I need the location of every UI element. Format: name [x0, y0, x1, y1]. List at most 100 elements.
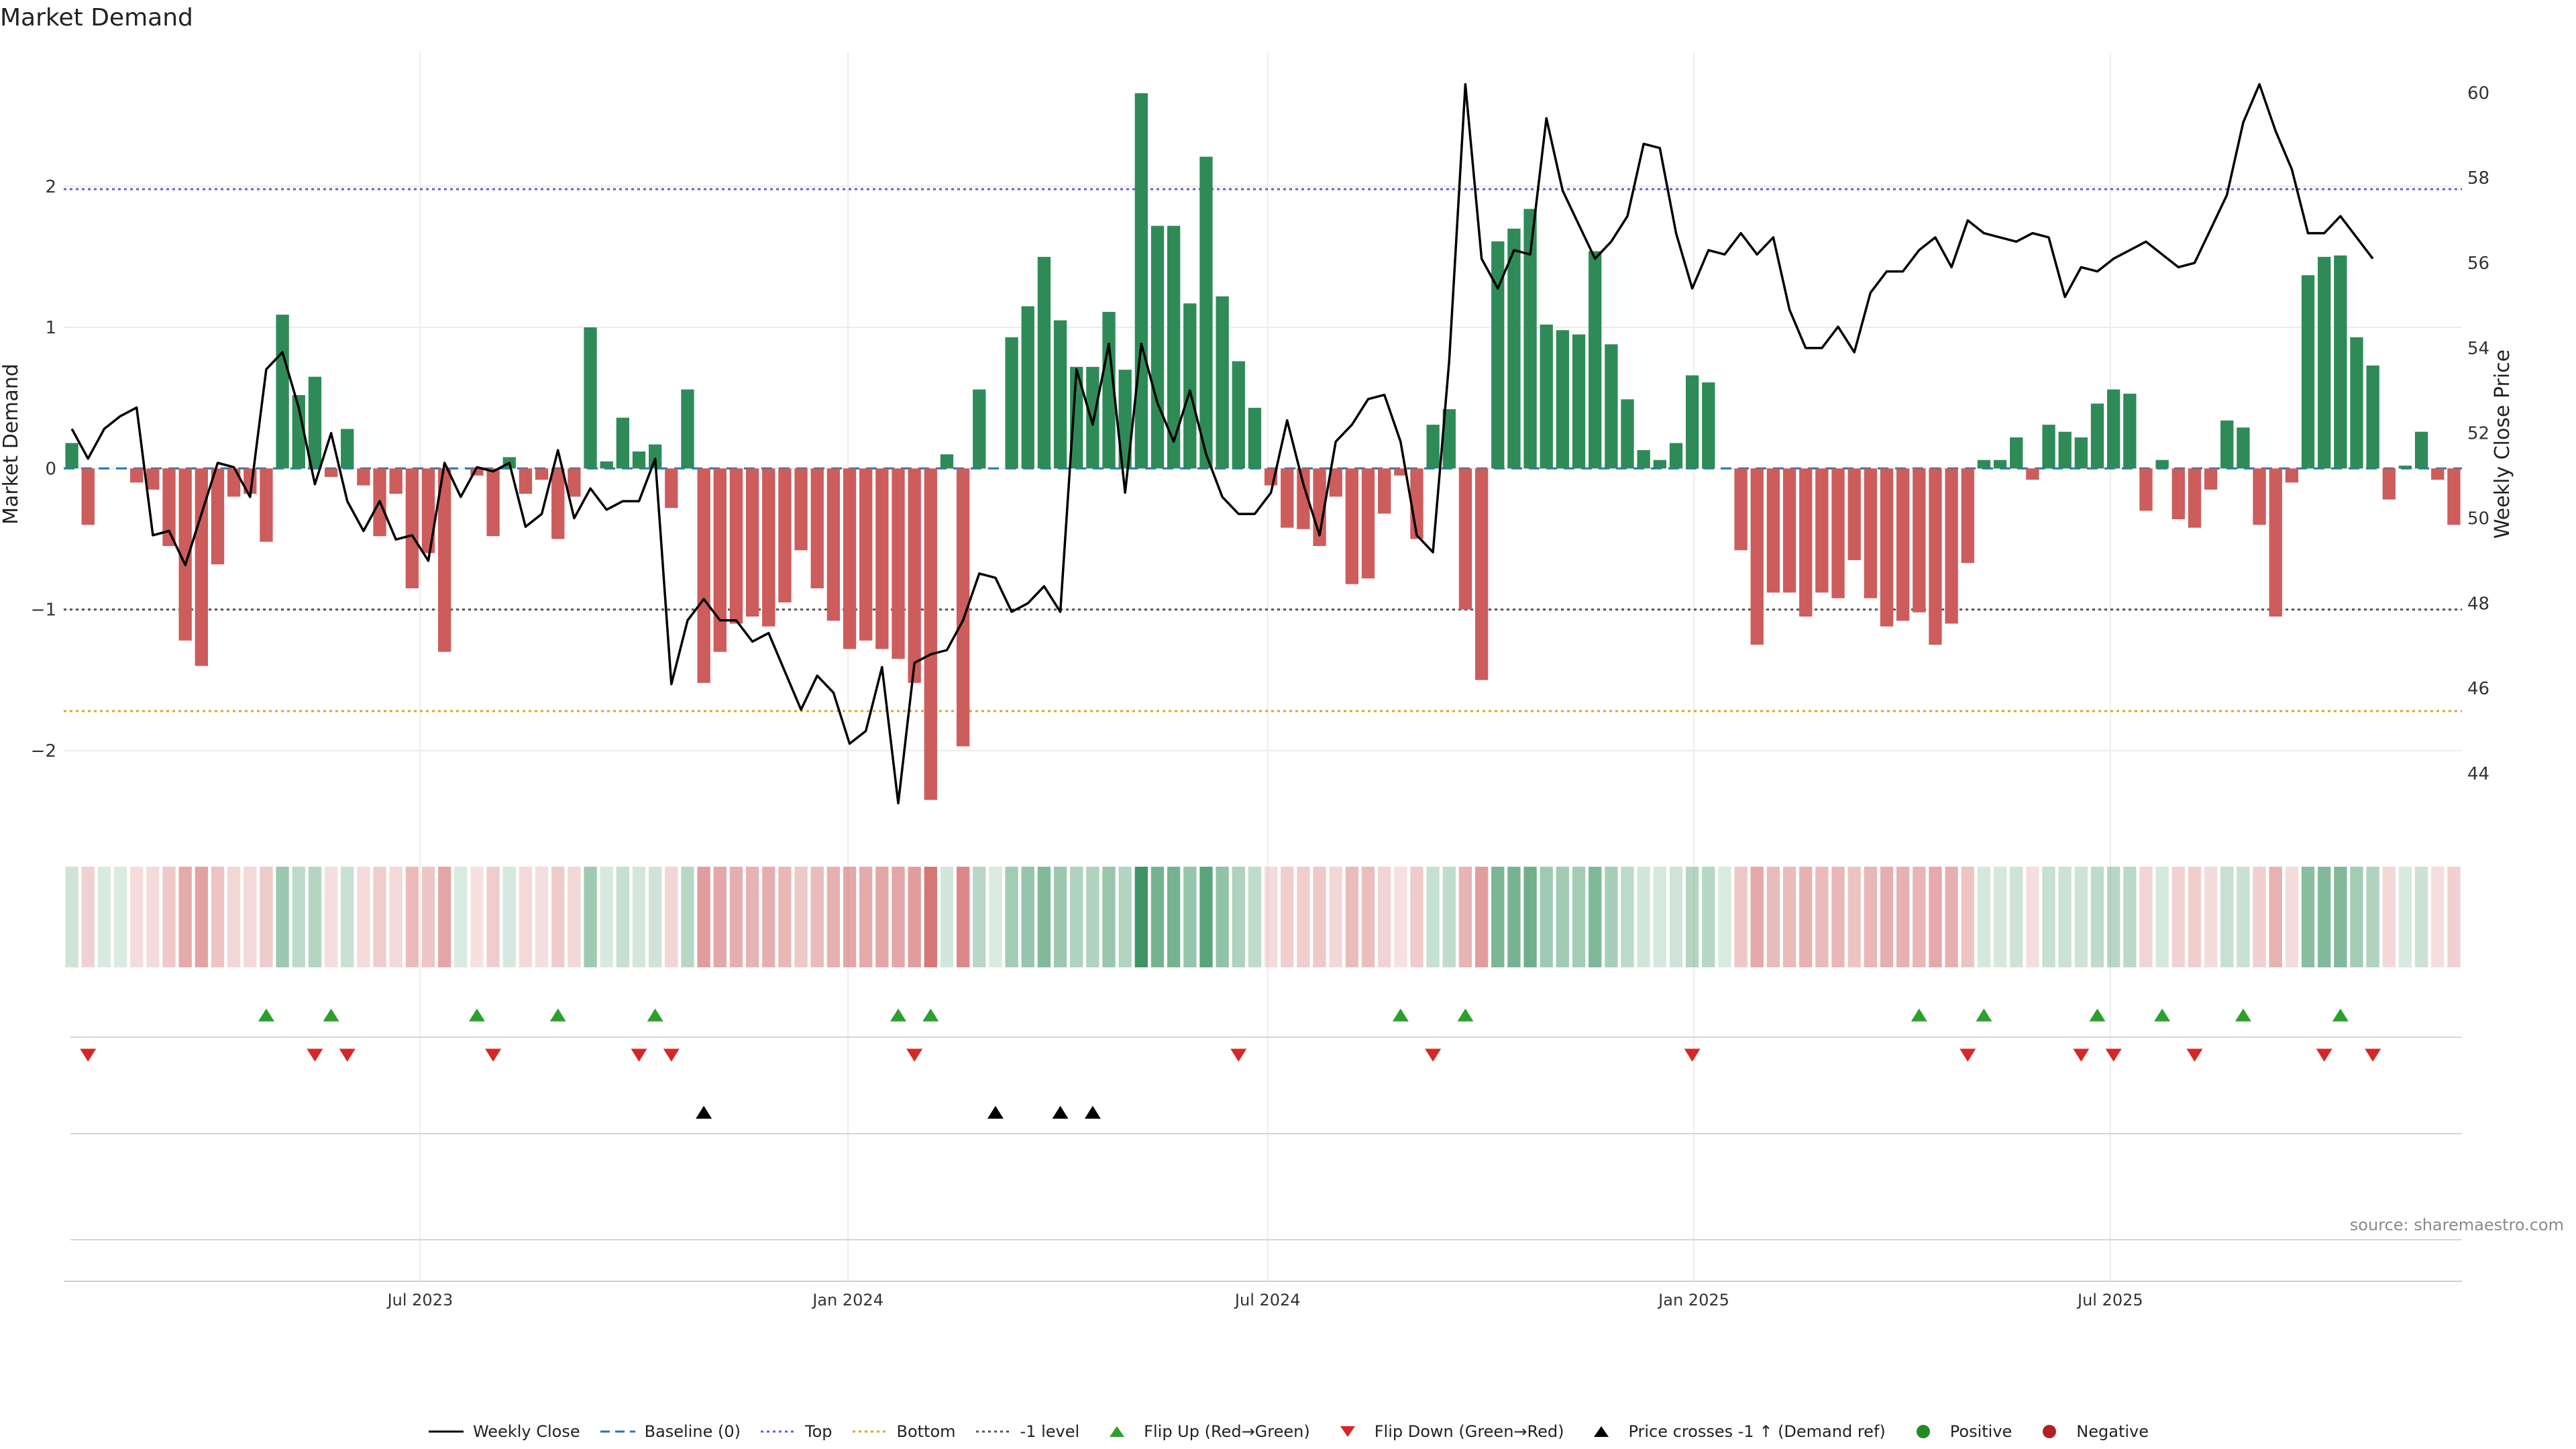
heat-cell [1815, 867, 1829, 967]
heat-cell [244, 867, 257, 967]
demand-bar [1345, 468, 1359, 584]
heat-cell [2204, 867, 2218, 967]
demand-bar [1070, 366, 1083, 469]
y-tick-label: −1 [31, 600, 56, 621]
heat-cell [616, 867, 630, 967]
legend-item: Negative [2031, 1422, 2149, 1441]
heat-cell [1426, 867, 1440, 967]
heat-cell [1540, 867, 1553, 967]
legend-item: Weekly Close [427, 1422, 580, 1441]
demand-bar [1216, 296, 1229, 469]
flip-up-marker [549, 1008, 566, 1022]
demand-bar [1199, 156, 1213, 469]
demand-bar [2366, 365, 2379, 469]
demand-bar [697, 468, 710, 683]
heat-cell [519, 867, 533, 967]
legend-label: Flip Up (Red→Green) [1144, 1422, 1310, 1441]
heat-cell [1750, 867, 1764, 967]
heat-cell [2285, 867, 2299, 967]
heat-cell [454, 867, 468, 967]
demand-bar [1134, 93, 1148, 469]
heat-cell [2414, 867, 2428, 967]
heat-cell [1037, 867, 1051, 967]
legend-label: Positive [1949, 1422, 2012, 1441]
demand-bar [584, 327, 597, 469]
y2-tick-label: 44 [2467, 764, 2489, 784]
flip-up-marker [258, 1008, 274, 1022]
heat-cell [373, 867, 386, 967]
heat-cell [81, 867, 95, 967]
heat-cell [341, 867, 354, 967]
heat-cell [113, 867, 127, 967]
heat-cell [1086, 867, 1099, 967]
heat-cell [1523, 867, 1537, 967]
demand-bar [1281, 468, 1294, 528]
flip-down-marker [2365, 1049, 2381, 1062]
heat-cell [1556, 867, 1570, 967]
demand-bar [260, 468, 273, 542]
heat-cell [843, 867, 857, 967]
heat-cell [389, 867, 402, 967]
legend-swatch [1916, 1425, 1930, 1438]
y2-tick-label: 46 [2467, 679, 2489, 699]
y2-tick-label: 52 [2467, 424, 2489, 444]
heat-cell [1248, 867, 1262, 967]
flip-down-marker [2186, 1049, 2203, 1062]
flip-up-marker [1457, 1008, 1474, 1022]
demand-bar [2414, 431, 2428, 469]
demand-bar [2188, 468, 2202, 528]
flip-down-marker [2105, 1049, 2122, 1062]
heat-cell [778, 867, 792, 967]
heat-cell [762, 867, 775, 967]
demand-bar [1896, 468, 1910, 621]
heat-cell [97, 867, 111, 967]
heat-cell [1134, 867, 1148, 967]
heat-cell [1264, 867, 1278, 967]
legend-swatch [1340, 1426, 1355, 1437]
heat-cell [1589, 867, 1602, 967]
x-tick-label: Jan 2024 [811, 1291, 883, 1309]
heat-cell [1637, 867, 1650, 967]
heat-cell [1281, 867, 1294, 967]
heat-cell [810, 867, 824, 967]
flip-down-marker [1230, 1049, 1247, 1062]
heat-cell [1621, 867, 1634, 967]
demand-bar [713, 468, 727, 652]
legend-label: Baseline (0) [644, 1422, 741, 1441]
legend-item: Flip Up (Red→Green) [1098, 1422, 1310, 1441]
y2-tick-label: 56 [2467, 254, 2489, 274]
x-tick-label: Jul 2023 [386, 1291, 453, 1309]
demand-bar [2074, 437, 2088, 469]
legend: Weekly Close Baseline (0) Top Bottom -1 leve… [0, 1422, 2576, 1444]
heat-cell [1070, 867, 1083, 967]
demand-bar [1556, 330, 1570, 469]
heat-cell [649, 867, 662, 967]
x-tick-label: Jul 2024 [1234, 1291, 1301, 1309]
flip-down-marker [2073, 1049, 2090, 1062]
flip-down-marker [906, 1049, 923, 1062]
demand-bar [1394, 468, 1407, 476]
heat-cell [130, 867, 144, 967]
heat-cell [2074, 867, 2088, 967]
flip-up-marker [1911, 1008, 1927, 1022]
heat-cell [1361, 867, 1375, 967]
flip-down-marker [663, 1049, 680, 1062]
demand-bar [2350, 337, 2363, 469]
legend-item: Bottom [851, 1422, 956, 1441]
demand-bar [1021, 306, 1034, 469]
demand-bar [1913, 468, 1926, 612]
heat-cell [178, 867, 192, 967]
demand-bar [292, 394, 305, 469]
legend-swatch [2043, 1425, 2057, 1438]
heat-cell [2318, 867, 2331, 967]
heat-cell [1896, 867, 1910, 967]
demand-bar [178, 468, 192, 641]
demand-bar [1248, 407, 1262, 469]
demand-bar [794, 468, 808, 551]
demand-bar [1329, 468, 1342, 497]
demand-bar [908, 468, 921, 683]
demand-bar [1491, 241, 1505, 469]
demand-bar [1782, 468, 1796, 593]
y2-tick-label: 50 [2467, 508, 2489, 529]
source-credit: source: sharemaestro.com [2349, 1216, 2564, 1234]
